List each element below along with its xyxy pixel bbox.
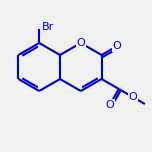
Text: Br: Br [42,22,54,32]
Text: O: O [105,100,114,110]
Text: O: O [76,38,85,48]
Text: O: O [113,41,122,51]
Text: O: O [128,92,137,102]
